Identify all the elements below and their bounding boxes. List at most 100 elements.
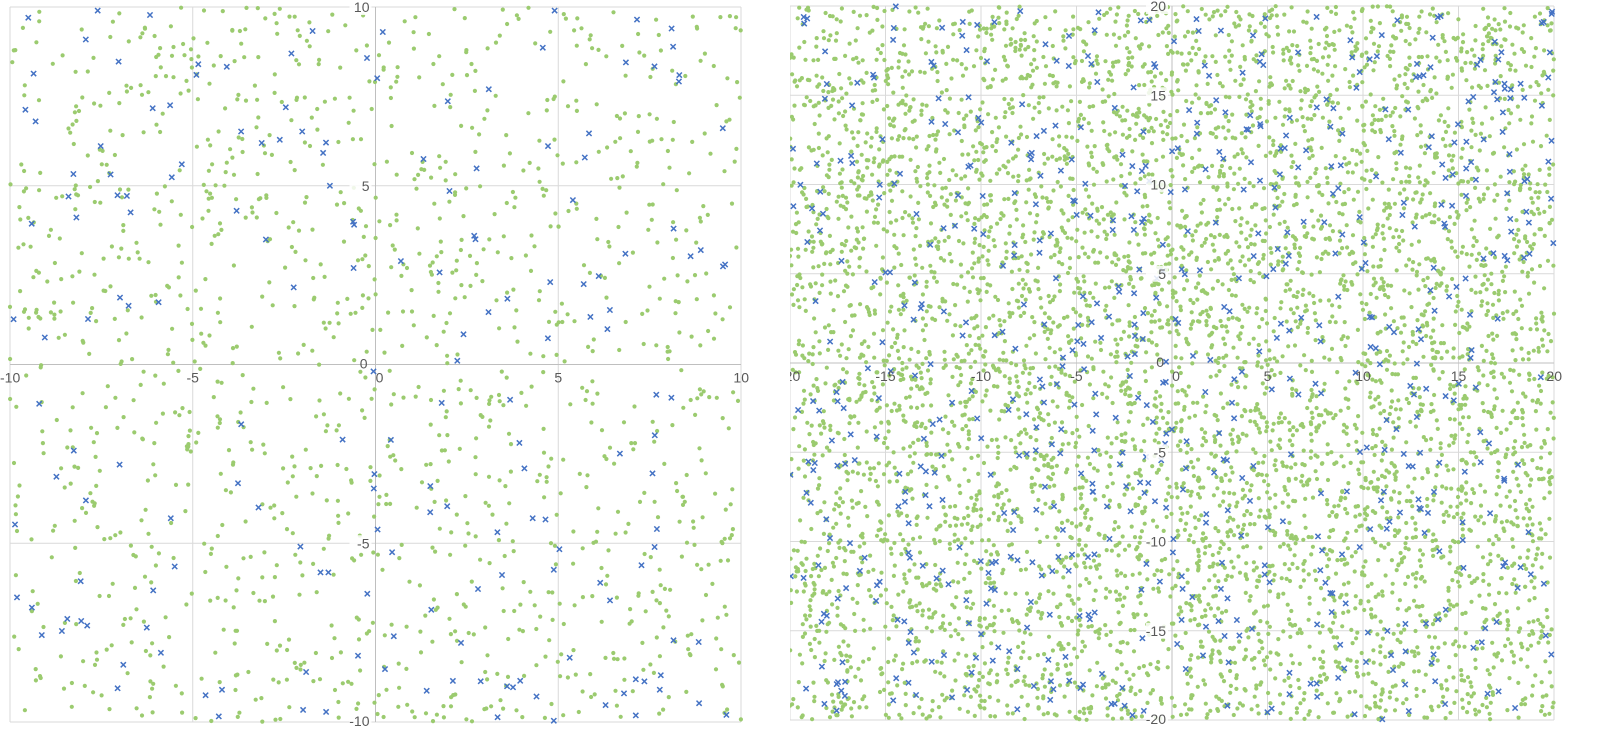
data-point	[278, 716, 283, 722]
data-point	[315, 106, 320, 112]
data-point	[1266, 690, 1271, 696]
data-point	[1413, 527, 1418, 532]
data-point	[1223, 324, 1229, 329]
data-point	[611, 656, 617, 661]
data-point	[1179, 356, 1184, 361]
data-point	[1048, 255, 1054, 260]
data-point	[1491, 542, 1496, 547]
data-point-cross	[22, 106, 29, 113]
data-point	[1304, 63, 1310, 68]
data-point	[1286, 617, 1292, 622]
data-point	[335, 300, 340, 305]
data-point	[892, 540, 897, 546]
data-point	[1370, 113, 1375, 118]
data-point	[1365, 148, 1370, 153]
data-point	[899, 552, 904, 557]
data-point-cross	[288, 50, 295, 57]
data-point-cross	[423, 687, 430, 694]
data-point	[149, 580, 154, 585]
data-point	[1385, 509, 1390, 515]
data-point	[92, 101, 97, 106]
data-point	[228, 490, 233, 495]
data-point	[1493, 28, 1498, 33]
data-point	[304, 195, 309, 200]
data-point	[1526, 172, 1531, 177]
data-point	[694, 240, 699, 245]
data-point	[792, 415, 798, 420]
data-point	[1080, 547, 1085, 552]
data-point	[668, 587, 673, 592]
data-point	[450, 270, 455, 275]
data-point	[1431, 498, 1436, 503]
data-point	[233, 673, 238, 678]
data-point	[735, 80, 740, 85]
data-point	[1333, 571, 1339, 576]
data-point	[714, 636, 719, 641]
data-point	[1208, 305, 1213, 310]
data-point	[66, 126, 71, 131]
data-point	[605, 573, 610, 578]
data-point	[727, 117, 732, 122]
data-point	[1516, 606, 1521, 611]
data-point	[845, 271, 850, 276]
data-point	[171, 555, 176, 561]
data-point	[810, 361, 815, 367]
data-point	[529, 233, 534, 238]
data-point	[153, 473, 158, 478]
data-point	[728, 502, 733, 507]
data-point	[236, 135, 241, 140]
data-point	[468, 388, 473, 393]
data-point	[224, 160, 229, 165]
data-point	[1059, 370, 1064, 375]
data-point	[924, 562, 929, 567]
data-point	[646, 227, 651, 232]
data-point	[233, 628, 238, 633]
data-point	[1156, 589, 1162, 594]
data-point	[1459, 307, 1464, 312]
data-point	[512, 608, 517, 614]
data-point	[1034, 600, 1039, 605]
data-point	[1376, 118, 1381, 123]
data-point	[727, 536, 733, 541]
data-point	[1074, 276, 1079, 281]
data-point	[1518, 117, 1523, 122]
data-point	[1262, 391, 1267, 396]
data-point	[201, 340, 206, 345]
data-point	[886, 659, 891, 665]
data-point	[447, 616, 452, 621]
data-point	[1339, 277, 1344, 282]
data-point	[1034, 18, 1039, 24]
data-point	[376, 502, 381, 507]
data-point-cross	[397, 257, 405, 265]
data-point	[590, 349, 595, 354]
data-point	[1293, 319, 1298, 324]
data-point	[1199, 210, 1204, 215]
data-point	[1354, 439, 1359, 444]
data-point	[1275, 359, 1280, 364]
data-point	[1319, 413, 1324, 418]
data-point	[855, 229, 860, 234]
data-point	[1170, 174, 1175, 179]
data-point	[1485, 308, 1491, 314]
data-point	[19, 162, 24, 167]
data-point	[1285, 492, 1290, 497]
data-point	[236, 576, 241, 581]
data-point	[1514, 337, 1519, 342]
data-point	[1212, 258, 1217, 263]
data-point-cross	[498, 571, 506, 579]
data-point	[453, 190, 458, 195]
data-point	[1536, 640, 1541, 645]
data-point	[249, 324, 254, 329]
data-point	[48, 310, 54, 315]
data-point	[986, 517, 992, 522]
data-point	[1485, 277, 1491, 282]
data-point	[1025, 387, 1030, 392]
data-point	[1389, 283, 1394, 288]
data-point	[1248, 419, 1253, 424]
data-point	[1227, 95, 1232, 100]
data-point	[945, 442, 950, 447]
data-point	[449, 530, 454, 535]
data-point	[1240, 703, 1245, 708]
data-point	[469, 579, 474, 584]
data-point	[889, 304, 894, 309]
